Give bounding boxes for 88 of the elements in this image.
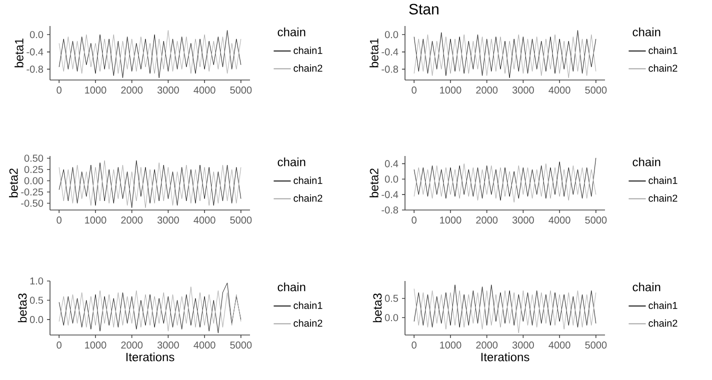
- x-tick-label: 0: [56, 342, 62, 349]
- x-tick-label: 5000: [230, 216, 252, 224]
- legend-label: chain1: [648, 302, 678, 310]
- x-tick-label: 4000: [194, 342, 216, 349]
- y-axis-title: beta2: [370, 168, 378, 198]
- x-tick-label: 1000: [85, 86, 106, 94]
- y-tick-label: -0.25: [21, 188, 44, 196]
- legend-title: chain: [632, 158, 660, 166]
- x-tick-label: 1000: [440, 342, 462, 349]
- x-tick-label: 4000: [548, 216, 570, 224]
- x-tick-label: 2000: [121, 342, 143, 349]
- x-tick-label: 3000: [512, 216, 534, 224]
- legend-label: chain1: [294, 302, 322, 310]
- x-tick-label: 1000: [440, 216, 462, 224]
- y-tick-label: -0.50: [21, 200, 44, 207]
- x-tick-label: 4000: [194, 216, 216, 224]
- legend-title: chain: [632, 282, 660, 292]
- x-tick-label: 3000: [157, 216, 179, 224]
- x-tick-label: 3000: [512, 342, 534, 349]
- x-tick-label: 2000: [476, 86, 498, 94]
- chart-title: Stan: [409, 4, 438, 14]
- y-axis-title: beta3: [372, 294, 382, 322]
- legend-title: chain: [632, 28, 660, 36]
- x-tick-label: 5000: [585, 342, 607, 349]
- legend-label: chain1: [648, 176, 678, 184]
- y-tick-label: -0.8: [382, 206, 398, 214]
- x-tick-label: 0: [412, 86, 416, 94]
- x-tick-label: 0: [412, 216, 416, 224]
- x-tick-label: 5000: [230, 342, 252, 349]
- x-tick-label: 4000: [548, 86, 570, 94]
- legend-label: chain2: [294, 64, 322, 72]
- x-tick-label: 3000: [512, 86, 534, 94]
- legend-title: chain: [278, 282, 306, 292]
- line-series: [414, 158, 596, 201]
- x-axis-title: Iterations: [481, 352, 530, 362]
- x-tick-label: 3000: [157, 86, 179, 94]
- x-tick-label: 4000: [548, 342, 570, 349]
- x-tick-label: 2000: [476, 342, 498, 349]
- legend-title: chain: [278, 28, 306, 36]
- y-axis-title: beta3: [18, 294, 27, 322]
- y-tick-label: -0.4: [382, 48, 398, 56]
- y-axis-title: beta1: [14, 38, 24, 68]
- x-tick-label: 1000: [85, 342, 106, 349]
- x-tick-label: 5000: [585, 86, 607, 94]
- y-tick-label: 0.4: [384, 160, 398, 168]
- line-series: [58, 160, 242, 208]
- y-tick-label: 0.0: [384, 31, 398, 38]
- legend-label: chain1: [294, 176, 322, 184]
- y-tick-label: 0.0: [384, 176, 398, 183]
- line-series: [414, 288, 596, 334]
- y-tick-label: 0.5: [30, 296, 44, 304]
- y-tick-label: 0.00: [24, 177, 44, 184]
- legend-label: chain2: [648, 319, 678, 327]
- legend-label: chain2: [294, 194, 322, 202]
- x-tick-label: 5000: [230, 86, 252, 94]
- x-tick-label: 0: [412, 342, 416, 349]
- legend-label: chain1: [648, 46, 678, 54]
- x-tick-label: 2000: [121, 216, 143, 224]
- x-tick-label: 5000: [585, 216, 607, 224]
- x-tick-label: 0: [56, 86, 62, 94]
- legend-label: chain2: [648, 64, 678, 72]
- x-tick-label: 1000: [440, 86, 462, 94]
- x-tick-label: 0: [56, 216, 62, 224]
- legend-label: chain1: [294, 46, 322, 54]
- x-tick-label: 3000: [157, 342, 179, 349]
- legend-label: chain2: [294, 319, 322, 327]
- x-axis-title: Iterations: [126, 352, 174, 362]
- x-tick-label: 2000: [476, 216, 498, 224]
- x-tick-label: 2000: [121, 86, 143, 94]
- legend-label: chain2: [648, 194, 678, 202]
- y-tick-label: -0.8: [382, 66, 398, 73]
- y-tick-label: -0.4: [382, 191, 398, 198]
- line-series: [414, 163, 596, 203]
- y-tick-label: 0.25: [24, 166, 44, 174]
- y-axis-title: beta1: [370, 38, 378, 68]
- y-tick-label: 0.0: [384, 314, 398, 322]
- y-tick-label: 0.0: [30, 316, 44, 324]
- y-tick-label: 0.50: [24, 154, 44, 162]
- y-tick-label: -0.8: [26, 66, 44, 73]
- legend-title: chain: [278, 158, 306, 166]
- y-tick-label: 1.0: [30, 277, 44, 285]
- y-tick-label: 0.0: [30, 31, 44, 38]
- y-axis-title: beta2: [9, 168, 18, 198]
- x-tick-label: 4000: [194, 86, 216, 94]
- line-series: [414, 284, 596, 328]
- x-tick-label: 1000: [85, 216, 106, 224]
- y-tick-label: -0.4: [26, 48, 44, 56]
- y-tick-label: 0.5: [384, 294, 398, 302]
